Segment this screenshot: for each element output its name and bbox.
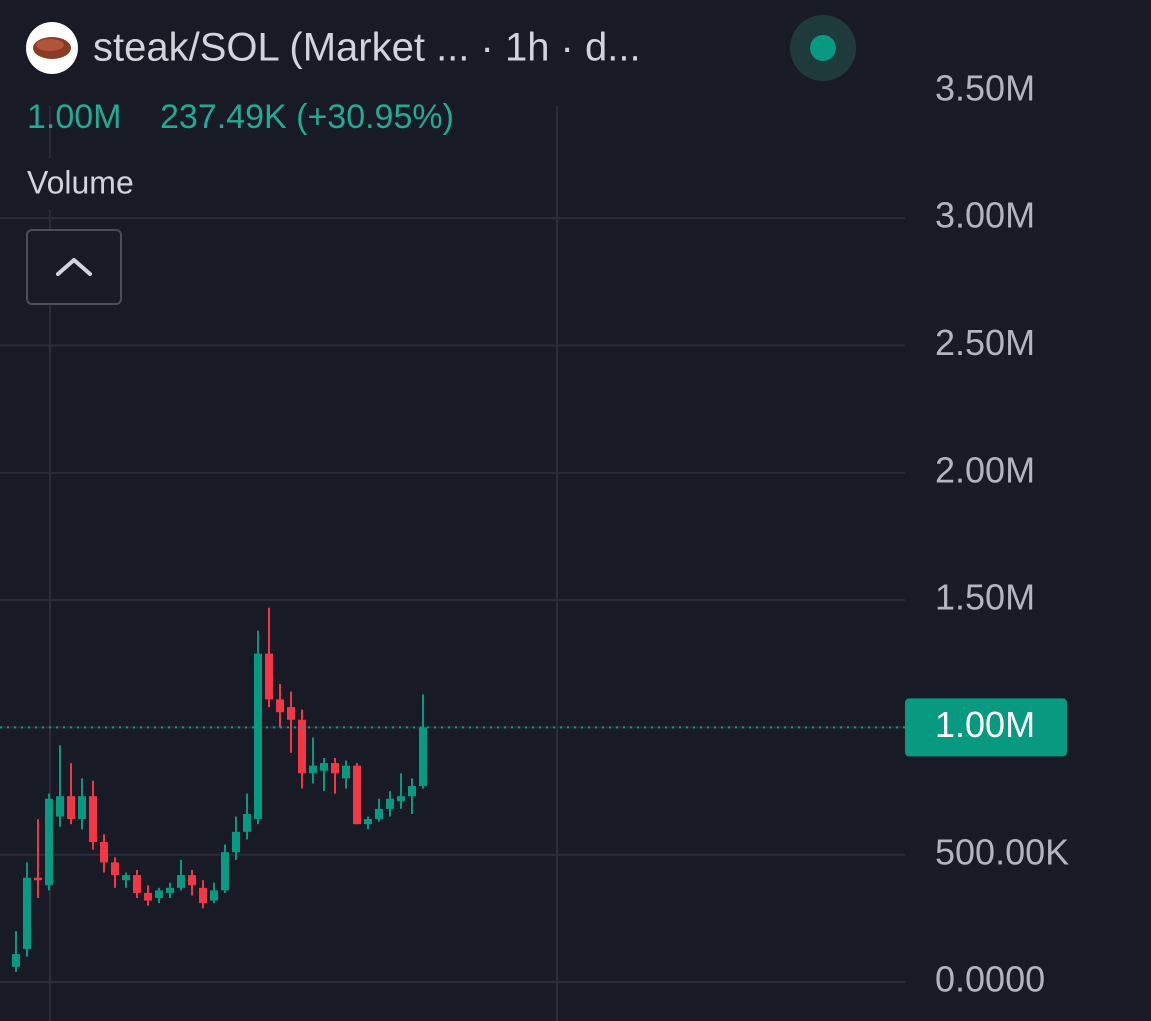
- candle-body: [243, 813, 251, 832]
- status-dot: [810, 35, 836, 61]
- candle-body: [45, 798, 53, 886]
- candle-body: [188, 875, 196, 886]
- candle-body: [320, 763, 328, 771]
- candle-body: [232, 831, 240, 853]
- candle-body: [309, 765, 317, 774]
- candle-body: [276, 699, 284, 713]
- candle-body: [144, 892, 152, 901]
- candle-body: [265, 653, 273, 700]
- legend-backdrop: [0, 158, 170, 210]
- candle-body: [375, 808, 383, 820]
- last-price-box: [905, 698, 1067, 757]
- candle-body: [419, 727, 427, 786]
- candle-body: [100, 842, 108, 863]
- candle-body: [408, 785, 416, 797]
- y-tick-label: 1.50M: [935, 577, 1035, 618]
- candle-body: [12, 954, 20, 967]
- candle-body: [331, 763, 339, 774]
- candle-body: [221, 852, 229, 891]
- candle-body: [133, 875, 141, 893]
- candle-body: [67, 796, 75, 820]
- y-tick-label: 500.00K: [935, 831, 1069, 872]
- header-backdrop: [0, 0, 905, 106]
- candle-body: [56, 796, 64, 817]
- candle-body: [254, 653, 262, 820]
- candle-body: [177, 875, 185, 888]
- header: steak/SOL (Market ... · 1h · d... 1.00M …: [0, 0, 905, 305]
- candle-body: [155, 890, 163, 899]
- y-tick-label: 3.50M: [935, 67, 1035, 108]
- price-label: 1.00M: [27, 98, 122, 136]
- candle-body: [166, 887, 174, 893]
- candle-body: [199, 887, 207, 904]
- y-tick-label: 2.00M: [935, 449, 1035, 490]
- candle-body: [23, 877, 31, 949]
- candle-body: [78, 796, 86, 820]
- candle-body: [342, 765, 350, 779]
- candle-body: [386, 798, 394, 809]
- candle-body: [364, 819, 372, 825]
- candle-body: [210, 890, 218, 901]
- chevron-up-icon: [56, 258, 92, 276]
- candle-body: [34, 877, 42, 881]
- change-label: 237.49K (+30.95%): [160, 98, 454, 136]
- y-axis: 0.0000 500.00K 1.00M 1.50M 2.00M 2.50M 3.00M 3.…: [905, 67, 1069, 1000]
- candle-body: [298, 719, 306, 774]
- candle-body: [353, 765, 361, 825]
- candle-body: [397, 796, 405, 802]
- y-tick-label: 3.00M: [935, 195, 1035, 236]
- collapse-button[interactable]: [26, 229, 122, 305]
- token-icon-steak-top: [36, 39, 64, 51]
- y-tick-label: 0.0000: [935, 959, 1045, 1000]
- candles: [12, 607, 427, 972]
- candle-body: [287, 707, 295, 720]
- indicator-label: Volume: [27, 164, 134, 200]
- last-price-label: 1.00M: [935, 704, 1035, 745]
- y-tick-label: 2.50M: [935, 322, 1035, 363]
- candle-body: [111, 862, 119, 876]
- chart-title: steak/SOL (Market ... · 1h · d...: [93, 26, 641, 70]
- candle-body: [89, 796, 97, 843]
- candle-body: [122, 875, 130, 881]
